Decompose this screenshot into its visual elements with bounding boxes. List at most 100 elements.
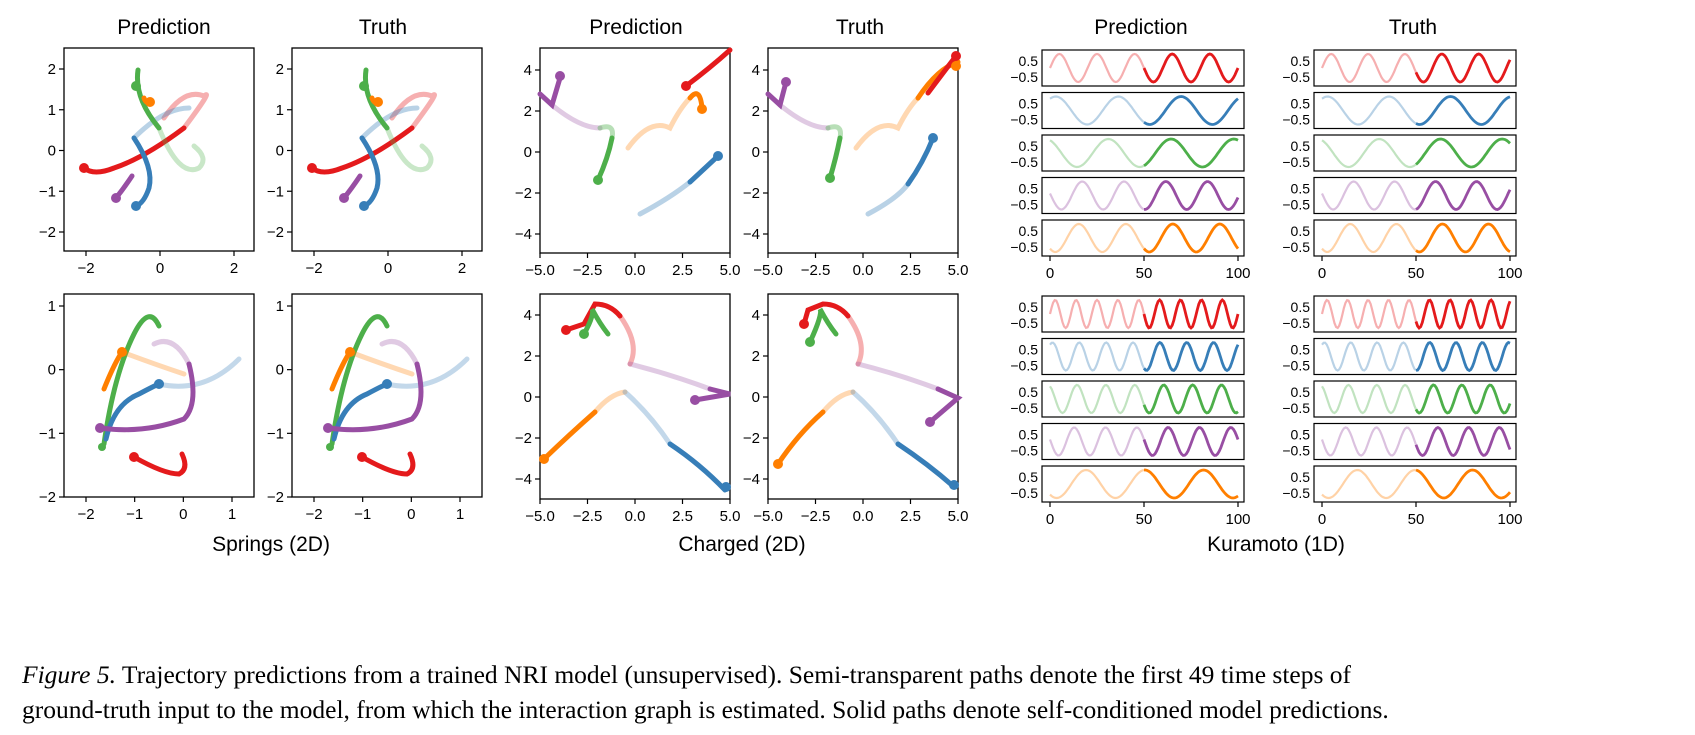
caption-line-1: Figure 5. Trajectory predictions from a … (22, 657, 1673, 692)
marker-orange (373, 97, 383, 107)
title-charged-prediction: Prediction (589, 16, 682, 39)
kuramoto-input-orange (1049, 222, 1145, 254)
kuramoto-row-frame (1313, 219, 1517, 257)
kuramoto-y-tick-label: 0.5 (1019, 181, 1039, 197)
charged-bottom-x-tick-label: −5.0 (753, 508, 783, 525)
marker-blue (713, 151, 723, 161)
trajectory-orange-input (820, 389, 856, 415)
kuramoto-y-tick-label: −0.5 (1010, 400, 1038, 416)
charged-bottom-y-tick-label: 4 (524, 307, 532, 324)
springs-top-y-tick-label: 1 (276, 102, 284, 119)
trajectory-green-pred (807, 307, 839, 345)
kuramoto-pred-red (1142, 298, 1240, 330)
kuramoto-y-tick-label: 0.5 (1291, 469, 1311, 485)
marker-orange (697, 104, 707, 114)
kuramoto-pred-green (1142, 383, 1239, 415)
springs-top-y-tick-label: 1 (48, 102, 56, 119)
charged-bottom-truth-panel (767, 293, 963, 500)
springs-bottom-y-tick-label: 0 (48, 362, 56, 379)
kuramoto-y-tick-label: 0.5 (1019, 342, 1039, 358)
trajectory-blue-input (359, 105, 420, 141)
charged-bottom-y-tick-label: 2 (524, 348, 532, 365)
kuramoto-input-green (1049, 137, 1145, 169)
charged-top-y-tick-label: −4 (743, 226, 760, 243)
kuramoto-y-tick-label: 0.5 (1291, 342, 1311, 358)
kuramoto-y-tick-label: 0.5 (1291, 53, 1311, 69)
charged-top-y-tick-label: 2 (524, 103, 532, 120)
label-charged: Charged (2D) (678, 533, 805, 556)
kuramoto-y-tick-label: −0.5 (1282, 197, 1310, 213)
title-charged-truth: Truth (836, 16, 884, 39)
springs-top-y-tick-label: 0 (276, 143, 284, 160)
trajectory-red-pred (563, 301, 623, 333)
trajectory-red-pred (131, 451, 188, 477)
charged-top-y-tick-label: 0 (524, 144, 532, 161)
trajectory-purple-input (549, 102, 603, 131)
kuramoto-pred-orange (1415, 222, 1511, 254)
charged-top-x-tick-label: 2.5 (672, 262, 693, 279)
kuramoto-row-frame (1041, 465, 1245, 503)
trajectory-orange-input (119, 349, 187, 377)
springs-bottom-x-tick-label: −1 (354, 506, 371, 523)
kuramoto-y-tick-label: 0.5 (1019, 299, 1039, 315)
kuramoto-row-frame (1313, 176, 1517, 215)
marker-red (307, 163, 317, 173)
title-springs-prediction: Prediction (117, 16, 210, 39)
trajectory-purple-input (379, 339, 420, 367)
charged-top-x-tick-label: −5.0 (525, 262, 555, 279)
trajectory-orange-pred (775, 409, 826, 467)
charged-bottom-x-tick-label: −2.5 (801, 508, 831, 525)
kuramoto-y-tick-label: −0.5 (1282, 69, 1310, 85)
plot-frame (539, 47, 731, 254)
trajectory-purple-input (855, 361, 941, 392)
kuramoto-pred-purple (1414, 425, 1512, 458)
trajectory-green-input (384, 125, 434, 172)
kuramoto-row-frame (1041, 176, 1245, 215)
trajectory-paths (541, 301, 731, 493)
charged-bottom-x-tick-label: 0.0 (853, 508, 874, 525)
trajectory-paths (309, 67, 437, 209)
marker-green (825, 173, 835, 183)
kuramoto-y-tick-label: −0.5 (1010, 69, 1038, 85)
marker-green (98, 443, 106, 451)
kuramoto-pred-orange (1142, 222, 1240, 254)
plot-frame (63, 293, 255, 498)
charged-top-x-tick-label: 0.0 (853, 262, 874, 279)
springs-bottom-x-tick-label: −2 (77, 506, 94, 523)
trajectory-purple-pred (765, 79, 789, 110)
kuramoto-input-blue (1321, 95, 1417, 126)
kuramoto-input-red (1048, 52, 1146, 84)
trajectory-red-input (845, 313, 864, 367)
trajectory-blue-pred (667, 441, 728, 493)
kuramoto-x-tick-label: 0 (1046, 265, 1054, 282)
springs-top-prediction-panel (63, 47, 255, 252)
marker-orange (951, 61, 961, 71)
marker-blue (359, 201, 369, 211)
trajectory-purple-input (777, 102, 831, 131)
trajectory-paths (537, 47, 733, 217)
marker-red (799, 319, 809, 329)
kuramoto-x-tick-label: 0 (1318, 265, 1326, 282)
marker-blue (382, 379, 392, 389)
charged-top-x-tick-label: −2.5 (801, 262, 831, 279)
springs-top-y-tick-label: 2 (276, 61, 284, 78)
kuramoto-pred-green (1143, 137, 1239, 169)
marker-green (805, 337, 815, 347)
trajectory-red-input (389, 91, 437, 131)
springs-top-x-tick-label: −2 (77, 260, 94, 277)
kuramoto-row-frame (1041, 295, 1245, 333)
trajectory-blue-pred (359, 135, 381, 209)
kuramoto-pred-purple (1142, 426, 1240, 457)
kuramoto-input-blue (1049, 341, 1146, 372)
trajectory-purple-pred (927, 386, 963, 425)
charged-bottom-y-tick-label: 4 (752, 307, 760, 324)
trajectory-blue-input (131, 105, 192, 141)
marker-red (561, 325, 571, 335)
springs-top-x-tick-label: 2 (230, 260, 238, 277)
charged-top-x-tick-label: 2.5 (900, 262, 921, 279)
trajectory-blue-input (850, 389, 901, 447)
trajectory-orange-pred (541, 409, 598, 462)
trajectory-purple-input (627, 361, 713, 392)
marker-purple (339, 193, 349, 203)
kuramoto-input-green (1321, 137, 1417, 169)
